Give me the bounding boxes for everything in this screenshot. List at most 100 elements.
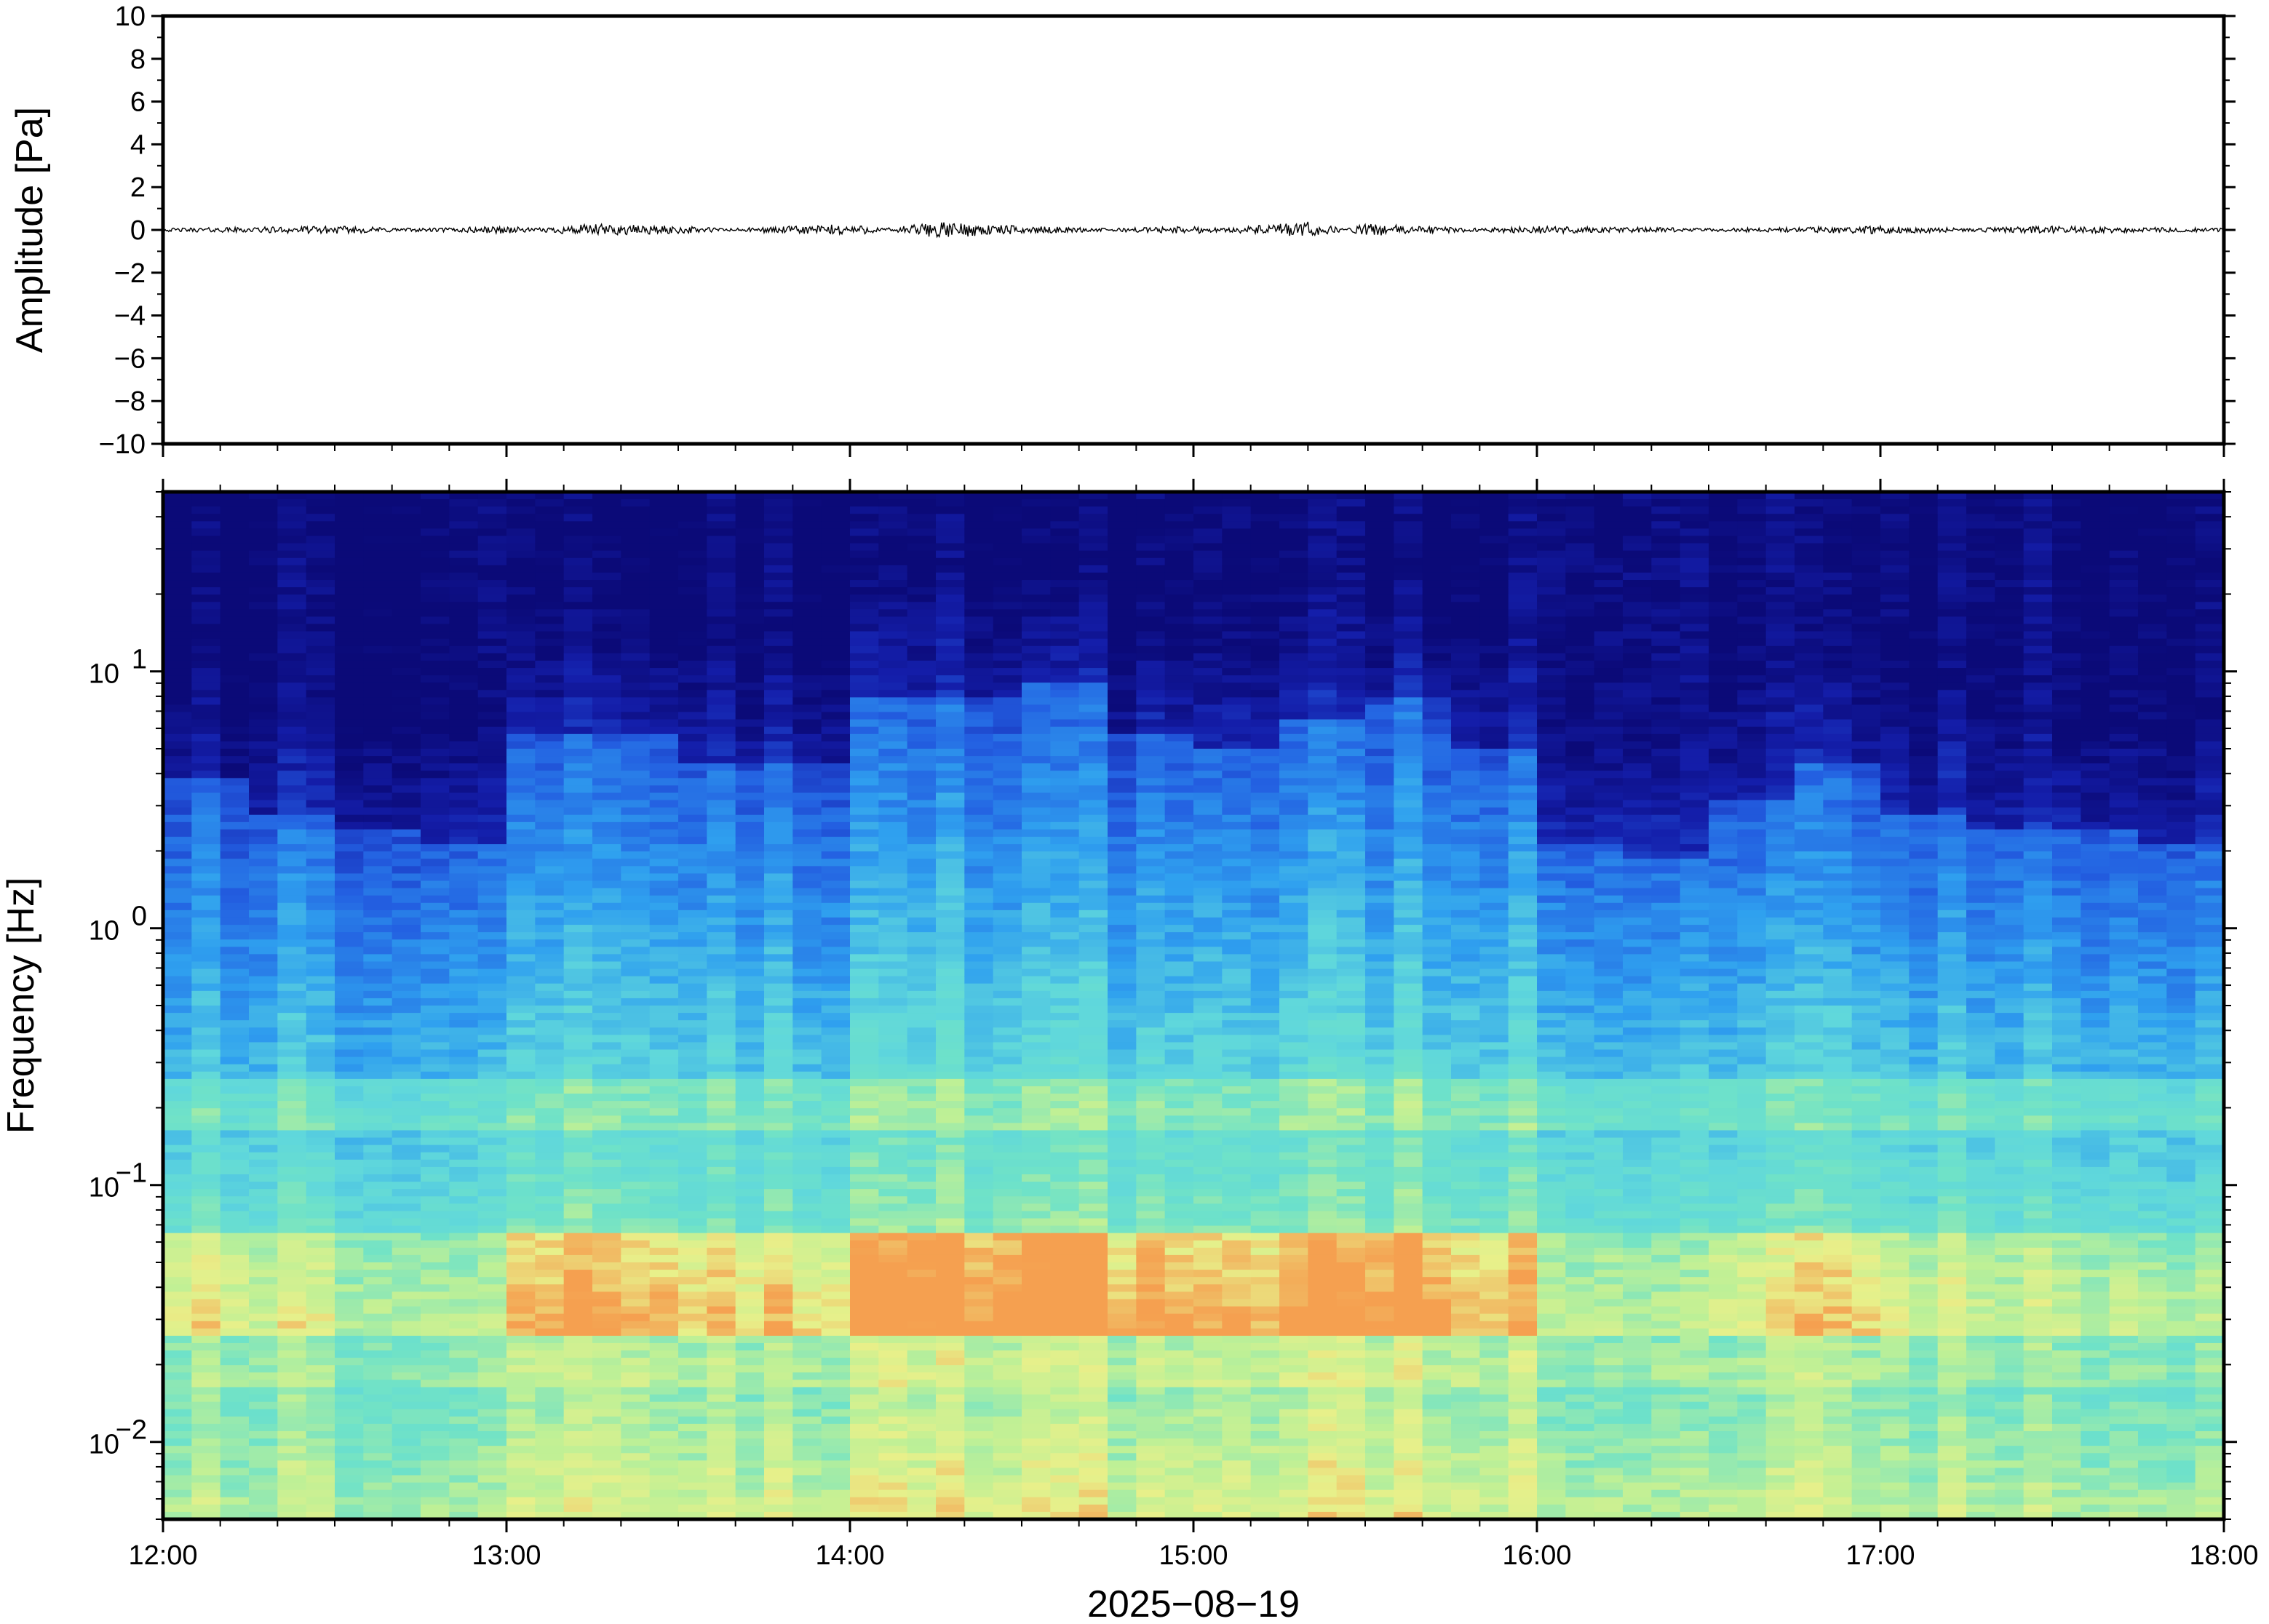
spectrogram-cell bbox=[735, 1196, 765, 1205]
spectrogram-cell bbox=[477, 1380, 507, 1388]
spectrogram-cell bbox=[1136, 1189, 1166, 1198]
spectrogram-cell bbox=[306, 888, 335, 896]
spectrogram-cell bbox=[163, 1182, 193, 1190]
spectrogram-cell bbox=[1022, 594, 1052, 603]
spectrogram-cell bbox=[878, 1438, 908, 1446]
spectrogram-cell bbox=[792, 543, 822, 552]
spectrogram-cell bbox=[363, 1159, 393, 1168]
spectrogram-cell bbox=[392, 1409, 421, 1417]
spectrogram-cell bbox=[735, 1284, 765, 1293]
spectrogram-cell bbox=[792, 778, 822, 787]
spectrogram-cell bbox=[392, 821, 421, 830]
spectrogram-cell bbox=[1050, 756, 1080, 764]
spectrogram-cell bbox=[1050, 690, 1080, 698]
spectrogram-cell bbox=[191, 792, 221, 801]
spectrogram-cell bbox=[936, 1218, 966, 1227]
spectrogram-cell bbox=[764, 1174, 794, 1182]
spectrogram-cell bbox=[220, 741, 250, 749]
spectrogram-cell bbox=[936, 1284, 966, 1293]
spectrogram-cell bbox=[306, 1511, 335, 1519]
spectrogram-cell bbox=[1078, 1394, 1108, 1403]
spectrogram-cell bbox=[220, 682, 250, 691]
spectrogram-cell bbox=[277, 1108, 307, 1117]
spectrogram-cell bbox=[792, 580, 822, 588]
spectrogram-cell bbox=[335, 741, 365, 749]
spectrogram-cell bbox=[506, 1504, 536, 1513]
spectrogram-cell bbox=[678, 1335, 708, 1344]
spectrogram-cell bbox=[878, 1174, 908, 1182]
spectrogram-cell bbox=[163, 1225, 193, 1234]
spectrogram-cell bbox=[649, 1254, 679, 1263]
spectrogram-cell bbox=[1108, 1211, 1137, 1219]
spectrogram-cell bbox=[735, 741, 765, 749]
spectrogram-cell bbox=[649, 660, 679, 669]
spectrogram-cell bbox=[764, 514, 794, 522]
spectrogram-cell bbox=[1136, 1196, 1166, 1205]
spectrogram-cell bbox=[477, 1468, 507, 1476]
spectrogram-cell bbox=[363, 954, 393, 963]
spectrogram-cell bbox=[163, 895, 193, 904]
spectrogram-cell bbox=[678, 1328, 708, 1337]
spectrogram-cell bbox=[535, 1342, 565, 1351]
spectrogram-cell bbox=[421, 1423, 450, 1432]
spectrogram-cell bbox=[707, 1130, 736, 1139]
spectrogram-cell bbox=[792, 792, 822, 801]
spectrogram-cell bbox=[163, 1020, 193, 1029]
spectrogram-cell bbox=[936, 968, 966, 977]
spectrogram-cell bbox=[363, 565, 393, 573]
spectrogram-cell bbox=[1136, 1453, 1166, 1462]
spectrogram-cell bbox=[707, 565, 736, 573]
spectrogram-cell bbox=[449, 837, 479, 845]
spectrogram-cell bbox=[335, 499, 365, 507]
spectrogram-cell bbox=[392, 1423, 421, 1432]
spectrogram-cell bbox=[363, 888, 393, 896]
spectrogram-cell bbox=[649, 880, 679, 889]
spectrogram-cell bbox=[907, 1262, 937, 1270]
spectrogram-cell bbox=[1050, 682, 1080, 691]
spectrogram-cell bbox=[907, 990, 937, 999]
spectrogram-cell bbox=[477, 895, 507, 904]
spectrogram-cell bbox=[1050, 1401, 1080, 1410]
spectrogram-cell bbox=[878, 492, 908, 500]
spectrogram-cell bbox=[506, 645, 536, 654]
spectrogram-cell bbox=[449, 1284, 479, 1293]
spectrogram-cell bbox=[421, 1270, 450, 1278]
spectrogram-cell bbox=[1050, 719, 1080, 728]
spectrogram-cell bbox=[678, 594, 708, 603]
spectrogram-cell bbox=[964, 1123, 994, 1131]
spectrogram-cell bbox=[1078, 1430, 1108, 1439]
spectrogram-cell bbox=[936, 602, 966, 610]
spectrogram-cell bbox=[449, 917, 479, 926]
spectrogram-cell bbox=[1050, 492, 1080, 500]
spectrogram-cell bbox=[306, 1423, 335, 1432]
spectrogram-cell bbox=[392, 565, 421, 573]
spectrogram-cell bbox=[850, 1321, 880, 1329]
spectrogram-cell bbox=[449, 1468, 479, 1476]
spectrogram-cell bbox=[821, 1123, 851, 1131]
spectrogram-cell bbox=[363, 645, 393, 654]
spectrogram-cell bbox=[449, 909, 479, 918]
spectrogram-cell bbox=[735, 1218, 765, 1227]
spectrogram-cell bbox=[563, 1174, 593, 1182]
spectrogram-cell bbox=[707, 1335, 736, 1344]
spectrogram-cell bbox=[764, 954, 794, 963]
spectrogram-cell bbox=[535, 1313, 565, 1322]
spectrogram-cell bbox=[907, 587, 937, 595]
spectrogram-cell bbox=[907, 1071, 937, 1080]
spectrogram-cell bbox=[563, 792, 593, 801]
spectrogram-cell bbox=[191, 565, 221, 573]
spectrogram-cell bbox=[1050, 1306, 1080, 1315]
spectrogram-cell bbox=[277, 1482, 307, 1491]
spectrogram-cell bbox=[563, 1446, 593, 1454]
spectrogram-cell bbox=[563, 1115, 593, 1124]
spectrogram-cell bbox=[792, 821, 822, 830]
spectrogram-cell bbox=[1136, 837, 1166, 845]
spectrogram-cell bbox=[850, 609, 880, 618]
spectrogram-cell bbox=[964, 587, 994, 595]
spectrogram-cell bbox=[764, 645, 794, 654]
spectrogram-cell bbox=[649, 1203, 679, 1212]
spectrogram-cell bbox=[878, 895, 908, 904]
spectrogram-cell bbox=[678, 880, 708, 889]
spectrogram-cell bbox=[678, 1262, 708, 1270]
